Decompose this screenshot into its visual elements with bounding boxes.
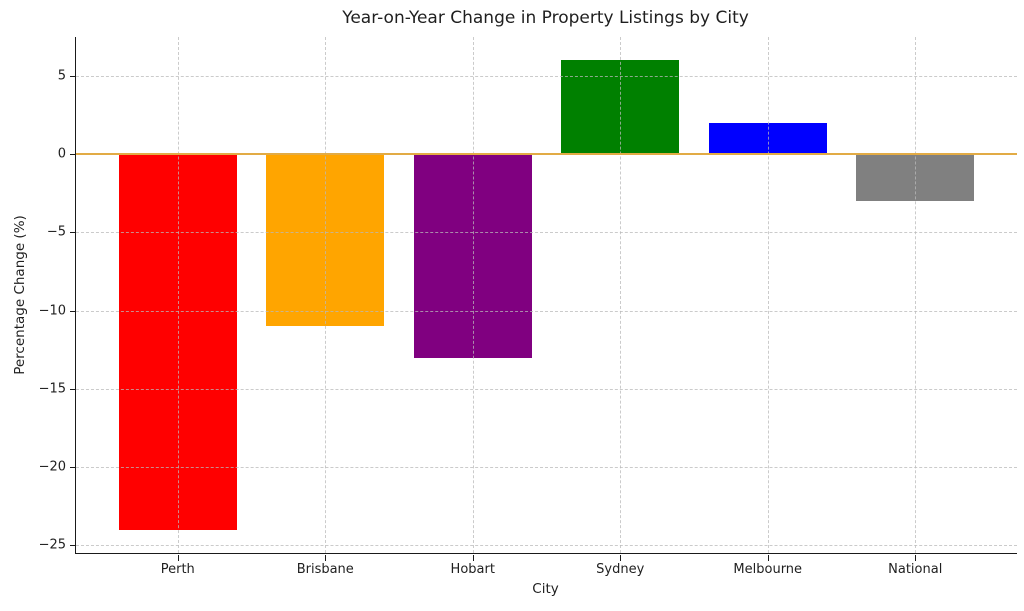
y-tick-label--15: −15 (38, 381, 66, 397)
v-gridline-brisbane (325, 37, 327, 553)
v-gridline-hobart (472, 37, 474, 553)
x-tick-mark (472, 555, 474, 561)
x-tick-mark (915, 555, 917, 561)
y-tick-label-5: 5 (57, 68, 66, 84)
y-tick-mark (70, 545, 76, 547)
h-gridline-5 (76, 76, 1017, 78)
y-tick-mark (70, 388, 76, 390)
x-tick-label-melbourne: Melbourne (733, 562, 803, 577)
x-tick-mark (325, 555, 327, 561)
y-tick-label-0: 0 (57, 146, 66, 162)
bar-brisbane (266, 154, 385, 327)
v-gridline-national (915, 37, 917, 553)
h-gridline--25 (76, 545, 1017, 547)
x-axis-title: City (532, 581, 559, 597)
bar-perth (118, 154, 237, 530)
y-axis-title-text: Percentage Change (%) (12, 215, 28, 375)
v-gridline-sydney (620, 37, 622, 553)
h-gridline--10 (76, 310, 1017, 312)
chart-title: Year-on-Year Change in Property Listings… (342, 8, 749, 28)
h-gridline--20 (76, 467, 1017, 468)
bar-hobart (413, 154, 532, 358)
y-tick-label--10: −10 (38, 303, 66, 319)
x-tick-mark (620, 555, 622, 561)
y-tick-mark (70, 154, 76, 156)
y-tick-mark (70, 310, 76, 312)
bar-melbourne (708, 123, 827, 155)
bar-national (856, 154, 975, 202)
h-gridline--15 (76, 388, 1017, 390)
h-gridline--5 (76, 232, 1017, 234)
zero-reference-line (76, 153, 1017, 156)
y-tick-label--25: −25 (38, 537, 66, 553)
x-tick-label-perth: Perth (160, 562, 195, 577)
y-tick-mark (70, 76, 76, 78)
x-tick-label-national: National (888, 562, 943, 577)
x-tick-label-hobart: Hobart (450, 562, 495, 577)
x-tick-mark (177, 555, 179, 561)
v-gridline-perth (177, 37, 179, 553)
y-tick-mark (70, 232, 76, 234)
plot-area: 5 0 −5 −10 −15 −20 −25 Perth Brisbane Hobart Sydne… (39, 37, 1017, 577)
x-tick-mark (767, 555, 769, 561)
y-tick-mark (70, 467, 76, 468)
x-tick-label-sydney: Sydney (596, 562, 645, 577)
x-tick-label-brisbane: Brisbane (296, 562, 354, 577)
v-gridline-melbourne (767, 37, 769, 553)
y-tick-label--5: −5 (46, 224, 66, 240)
y-tick-label--20: −20 (38, 459, 66, 475)
